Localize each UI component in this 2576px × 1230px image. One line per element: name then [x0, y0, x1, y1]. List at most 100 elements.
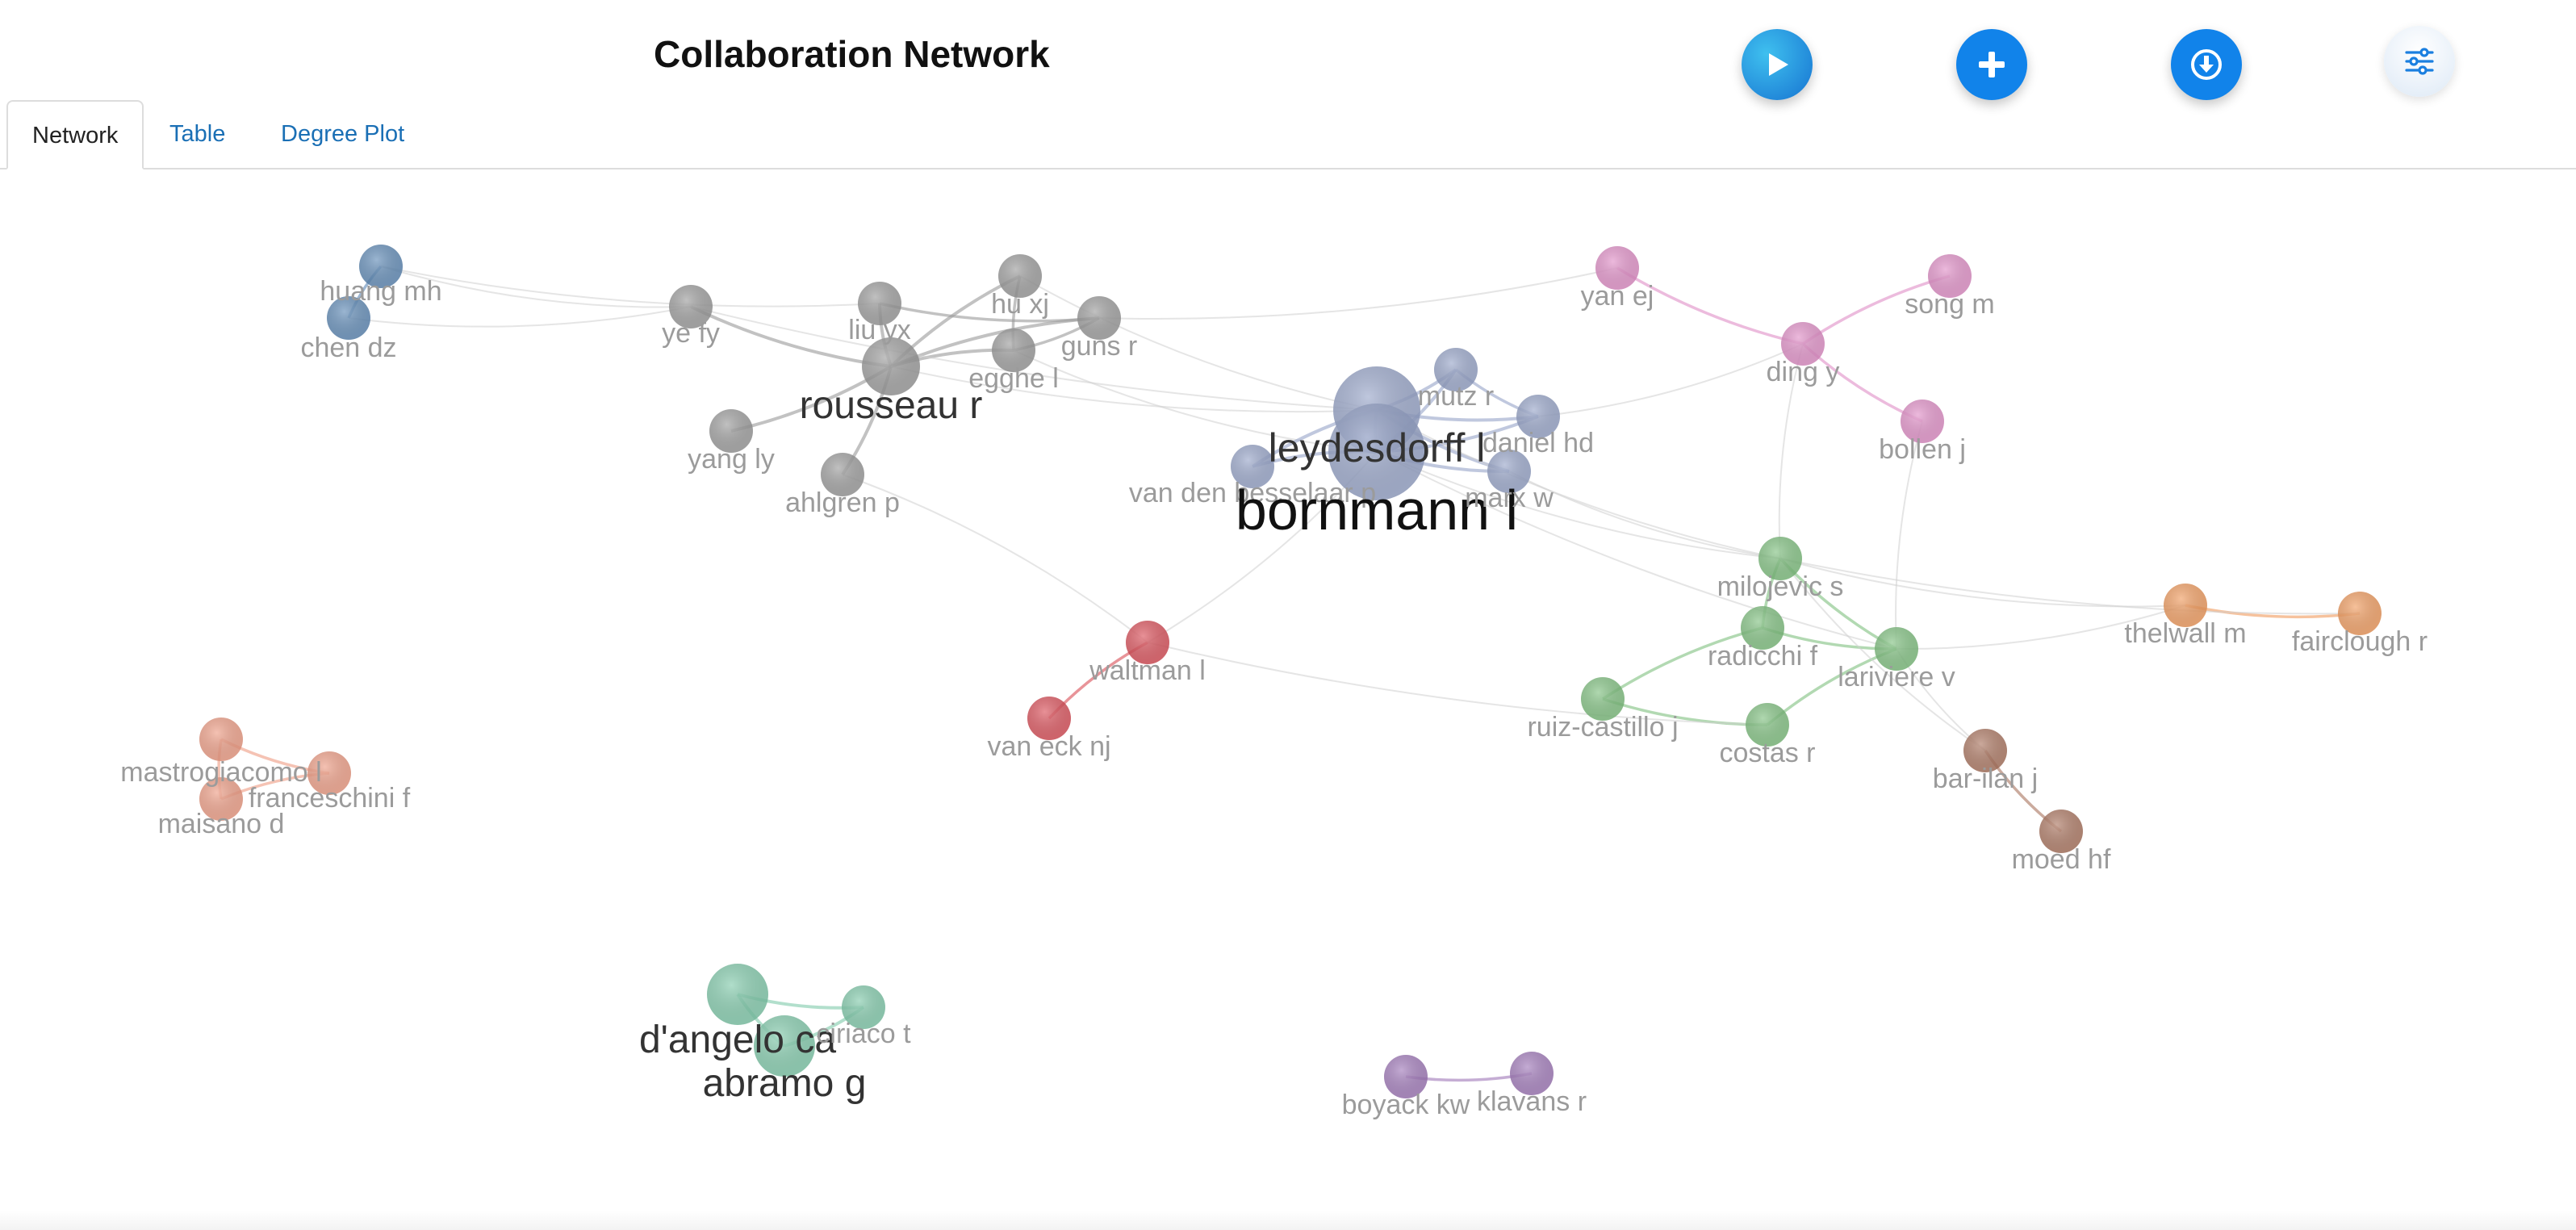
network-graph[interactable]: huang mh chen dz ye fy liu yx hu xj guns regg…	[0, 169, 2576, 1211]
node-shading	[754, 1015, 815, 1077]
node-label: franceschini f	[249, 783, 411, 814]
tab-bar: Network Table Degree Plot	[0, 100, 2576, 169]
node-label: liu yx	[848, 315, 910, 345]
network-node[interactable]	[1027, 697, 1071, 740]
edge-layer	[217, 265, 2361, 1082]
network-node[interactable]	[199, 718, 243, 761]
node-shading	[2338, 592, 2382, 635]
network-edge	[1013, 349, 1378, 453]
network-node[interactable]	[2164, 584, 2207, 627]
network-node[interactable]	[359, 245, 403, 288]
network-edge	[1508, 471, 1781, 559]
network-node[interactable]	[1595, 246, 1639, 290]
network-node[interactable]	[669, 285, 713, 328]
network-edge	[1376, 451, 1781, 559]
tab-degree-plot[interactable]: Degree Plot	[281, 121, 405, 147]
network-edge	[890, 366, 1378, 413]
node-shading	[1384, 1055, 1428, 1098]
network-node[interactable]	[1746, 703, 1789, 747]
network-edge	[1779, 558, 2361, 615]
network-edge	[1896, 605, 2186, 651]
node-shading	[1328, 404, 1425, 500]
node-shading	[1581, 677, 1625, 721]
node-shading	[1231, 445, 1274, 488]
node-shading	[992, 328, 1035, 372]
node-label: huang mh	[320, 276, 441, 307]
node-label: thelwall m	[2124, 618, 2246, 649]
network-node[interactable]	[998, 254, 1042, 298]
network-node[interactable]	[709, 409, 753, 453]
node-label: bollen j	[1879, 434, 1966, 465]
node-label: van eck nj	[987, 731, 1110, 762]
node-label: chen dz	[300, 333, 396, 363]
node-label: rousseau r	[800, 384, 983, 427]
network-node[interactable]	[707, 964, 768, 1025]
network-node[interactable]	[1581, 677, 1625, 721]
node-shading	[1875, 627, 1918, 671]
network-node[interactable]	[1516, 395, 1560, 438]
download-button[interactable]	[2171, 29, 2242, 100]
node-label: d'angelo ca	[639, 1019, 836, 1061]
network-node[interactable]	[754, 1015, 815, 1077]
network-node[interactable]	[1231, 445, 1274, 488]
network-edge	[348, 306, 692, 328]
node-label: waltman l	[1089, 655, 1206, 686]
options-button[interactable]	[2384, 26, 2455, 97]
node-shading	[1595, 246, 1639, 290]
network-node[interactable]	[1434, 348, 1478, 391]
node-shading	[998, 254, 1042, 298]
network-node[interactable]	[1963, 729, 2007, 772]
tab-table[interactable]: Table	[169, 121, 226, 147]
node-label: maisano d	[158, 809, 285, 839]
add-button[interactable]	[1956, 29, 2027, 100]
network-node[interactable]	[307, 751, 351, 795]
network-edge	[1616, 266, 1804, 345]
node-label: radicchi f	[1708, 641, 1818, 671]
network-edge	[1779, 558, 1986, 751]
node-label: ciriaco t	[816, 1019, 911, 1049]
network-node[interactable]	[1487, 450, 1531, 493]
node-shading	[199, 718, 243, 761]
network-node[interactable]	[842, 985, 885, 1029]
network-node[interactable]	[858, 282, 901, 325]
node-shading	[2039, 810, 2083, 853]
node-shading	[1901, 400, 1944, 443]
node-label: ding y	[1767, 357, 1840, 387]
node-label: klavans r	[1477, 1086, 1587, 1117]
node-label: ruiz-castillo j	[1527, 712, 1678, 743]
network-node[interactable]	[1758, 537, 1802, 580]
network-node[interactable]	[1384, 1055, 1428, 1098]
network-node[interactable]	[1928, 254, 1972, 298]
node-shading	[199, 777, 243, 821]
network-node[interactable]	[1875, 627, 1918, 671]
tab-network[interactable]: Network	[6, 100, 144, 169]
node-label: daniel hd	[1482, 428, 1594, 458]
play-button[interactable]	[1742, 29, 1813, 100]
network-node[interactable]	[821, 453, 864, 496]
network-node[interactable]	[1077, 296, 1121, 340]
network-node[interactable]	[992, 328, 1035, 372]
node-shading	[1027, 697, 1071, 740]
network-node[interactable]	[327, 296, 370, 340]
network-node[interactable]	[2039, 810, 2083, 853]
network-node[interactable]	[199, 777, 243, 821]
node-label: moed hf	[2012, 844, 2111, 875]
network-node[interactable]	[1126, 621, 1169, 664]
download-icon	[2191, 49, 2222, 80]
node-shading	[1963, 729, 2007, 772]
node-label: abramo g	[703, 1062, 867, 1105]
network-node[interactable]	[1328, 404, 1425, 500]
network-node[interactable]	[2338, 592, 2382, 635]
network-edge	[380, 266, 692, 308]
network-node[interactable]	[1510, 1052, 1554, 1095]
network-node[interactable]	[1901, 400, 1944, 443]
network-edge	[1098, 267, 1618, 320]
play-icon	[1769, 53, 1788, 76]
network-node[interactable]	[862, 337, 920, 395]
network-node[interactable]	[1781, 322, 1825, 366]
node-shading	[2164, 584, 2207, 627]
node-shading	[707, 964, 768, 1025]
network-node[interactable]	[1741, 606, 1784, 650]
node-shading	[1487, 450, 1531, 493]
node-shading	[1928, 254, 1972, 298]
